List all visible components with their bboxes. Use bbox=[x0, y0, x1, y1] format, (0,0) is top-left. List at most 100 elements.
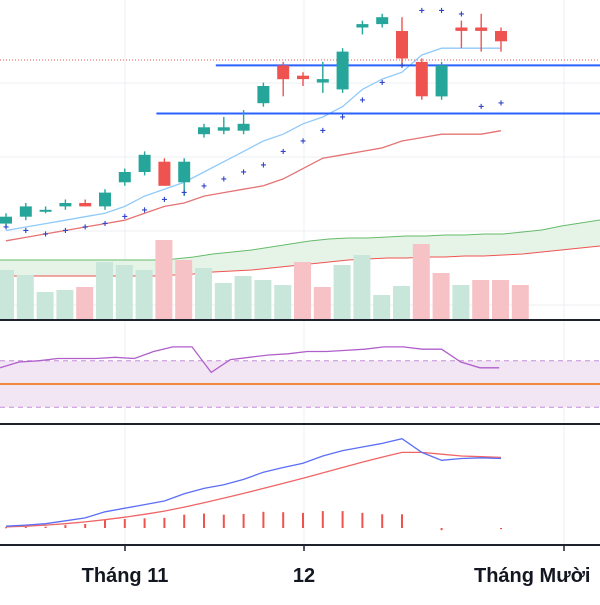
candle-body bbox=[99, 192, 111, 207]
volume-bar bbox=[234, 276, 252, 320]
parabolic-sar-point: + bbox=[122, 212, 128, 223]
candle-body bbox=[198, 127, 210, 135]
parabolic-sar-point: + bbox=[439, 6, 445, 17]
candlestick[interactable] bbox=[237, 110, 250, 135]
volume-bar bbox=[0, 270, 14, 320]
candlestick[interactable] bbox=[0, 213, 12, 228]
candlestick[interactable] bbox=[178, 158, 191, 197]
candle-body bbox=[59, 203, 72, 207]
candle-body bbox=[19, 206, 32, 217]
candlestick[interactable] bbox=[415, 58, 428, 100]
macd-histogram-bar bbox=[361, 512, 364, 528]
volume-bar bbox=[16, 275, 34, 320]
volume-bar bbox=[175, 260, 193, 320]
parabolic-sar-point: + bbox=[280, 147, 286, 158]
x-tick-label-nov: Tháng 11 bbox=[82, 565, 169, 587]
volume-bar bbox=[511, 285, 529, 320]
macd-histogram-bar bbox=[143, 518, 146, 528]
macd-histogram-bar bbox=[203, 513, 205, 528]
volume-bar bbox=[313, 287, 331, 320]
candlestick[interactable] bbox=[475, 13, 488, 52]
candlestick[interactable] bbox=[396, 17, 408, 66]
candle-body bbox=[316, 79, 329, 83]
macd-line[interactable] bbox=[5, 438, 502, 527]
volume-bar bbox=[393, 286, 410, 320]
parabolic-sar-point: + bbox=[181, 188, 187, 199]
candle-body bbox=[495, 31, 507, 42]
macd-histogram-bar bbox=[5, 527, 7, 529]
volume-bar bbox=[56, 290, 74, 320]
macd-histogram-bar bbox=[242, 514, 245, 528]
macd-histogram-bar bbox=[401, 514, 403, 528]
candlestick[interactable] bbox=[158, 158, 171, 186]
macd-histogram-bar bbox=[64, 525, 67, 528]
candlestick[interactable] bbox=[79, 199, 92, 207]
price-pane[interactable]: + + + + + + + + + + + + + + + + + + + + + + + + + + bbox=[0, 6, 600, 242]
macd-histogram-bar bbox=[500, 528, 502, 530]
rsi-pane[interactable] bbox=[0, 346, 600, 408]
macd-signal-line[interactable] bbox=[5, 451, 502, 528]
candle-body bbox=[217, 127, 230, 131]
pane-separators bbox=[0, 319, 600, 551]
macd-histogram-bar bbox=[84, 524, 87, 528]
volume-bar bbox=[333, 265, 351, 320]
candle-body bbox=[79, 203, 92, 207]
volume-bar bbox=[214, 283, 232, 320]
fast-moving-average-line bbox=[5, 47, 501, 232]
parabolic-sar-point: + bbox=[498, 99, 504, 110]
candlestick[interactable] bbox=[435, 61, 448, 100]
candle-body bbox=[257, 86, 270, 104]
parabolic-sar-point: + bbox=[241, 168, 247, 179]
macd-histogram-bar bbox=[123, 519, 126, 528]
volume-bar bbox=[432, 273, 450, 320]
volume-bar bbox=[492, 280, 509, 320]
slow-moving-average-line bbox=[5, 130, 502, 242]
volume-bar bbox=[472, 280, 490, 320]
macd-histogram-bar bbox=[262, 511, 265, 528]
candlestick[interactable] bbox=[138, 151, 151, 176]
candlestick[interactable] bbox=[336, 48, 349, 93]
candle-body bbox=[376, 17, 389, 25]
candle-body bbox=[118, 172, 131, 183]
candle-body bbox=[0, 216, 12, 224]
macd-histogram-bar bbox=[163, 517, 166, 528]
candlestick[interactable] bbox=[59, 199, 72, 210]
macd-histogram-bar bbox=[24, 526, 27, 528]
candle-body bbox=[138, 154, 151, 172]
volume-bar bbox=[254, 280, 272, 320]
volume-bar bbox=[294, 262, 311, 320]
volume-bar bbox=[135, 270, 153, 320]
candlestick[interactable] bbox=[356, 20, 369, 35]
candlestick[interactable] bbox=[39, 206, 52, 214]
candlestick[interactable] bbox=[217, 116, 230, 135]
candlestick[interactable] bbox=[376, 13, 389, 28]
macd-pane[interactable] bbox=[5, 438, 502, 531]
candle-body bbox=[435, 65, 448, 97]
candle-body bbox=[297, 75, 309, 80]
parabolic-sar-point: + bbox=[201, 181, 207, 192]
parabolic-sar-point: + bbox=[3, 223, 9, 234]
parabolic-sar-point: + bbox=[399, 61, 405, 72]
candlestick[interactable] bbox=[198, 123, 210, 138]
candlestick[interactable] bbox=[118, 168, 131, 186]
volume-bar bbox=[274, 285, 292, 320]
parabolic-sar-point: + bbox=[300, 137, 306, 148]
macd-histogram-bar bbox=[222, 514, 225, 528]
candlestick[interactable] bbox=[297, 72, 309, 86]
candlestick[interactable] bbox=[316, 61, 329, 93]
candlestick[interactable] bbox=[455, 20, 468, 49]
candlestick[interactable] bbox=[495, 27, 507, 52]
parabolic-sar-point: + bbox=[43, 229, 49, 240]
candle-body bbox=[178, 161, 191, 183]
candlestick[interactable] bbox=[277, 61, 290, 97]
rsi-line[interactable] bbox=[0, 346, 500, 374]
macd-histogram-bar bbox=[321, 511, 324, 528]
candlestick[interactable] bbox=[19, 202, 32, 221]
parabolic-sar-point: + bbox=[340, 112, 346, 123]
candlestick[interactable] bbox=[257, 82, 270, 107]
x-tick-label-12: 12 bbox=[293, 565, 315, 587]
candlestick[interactable] bbox=[99, 189, 111, 210]
parabolic-sar-point: + bbox=[221, 174, 227, 185]
